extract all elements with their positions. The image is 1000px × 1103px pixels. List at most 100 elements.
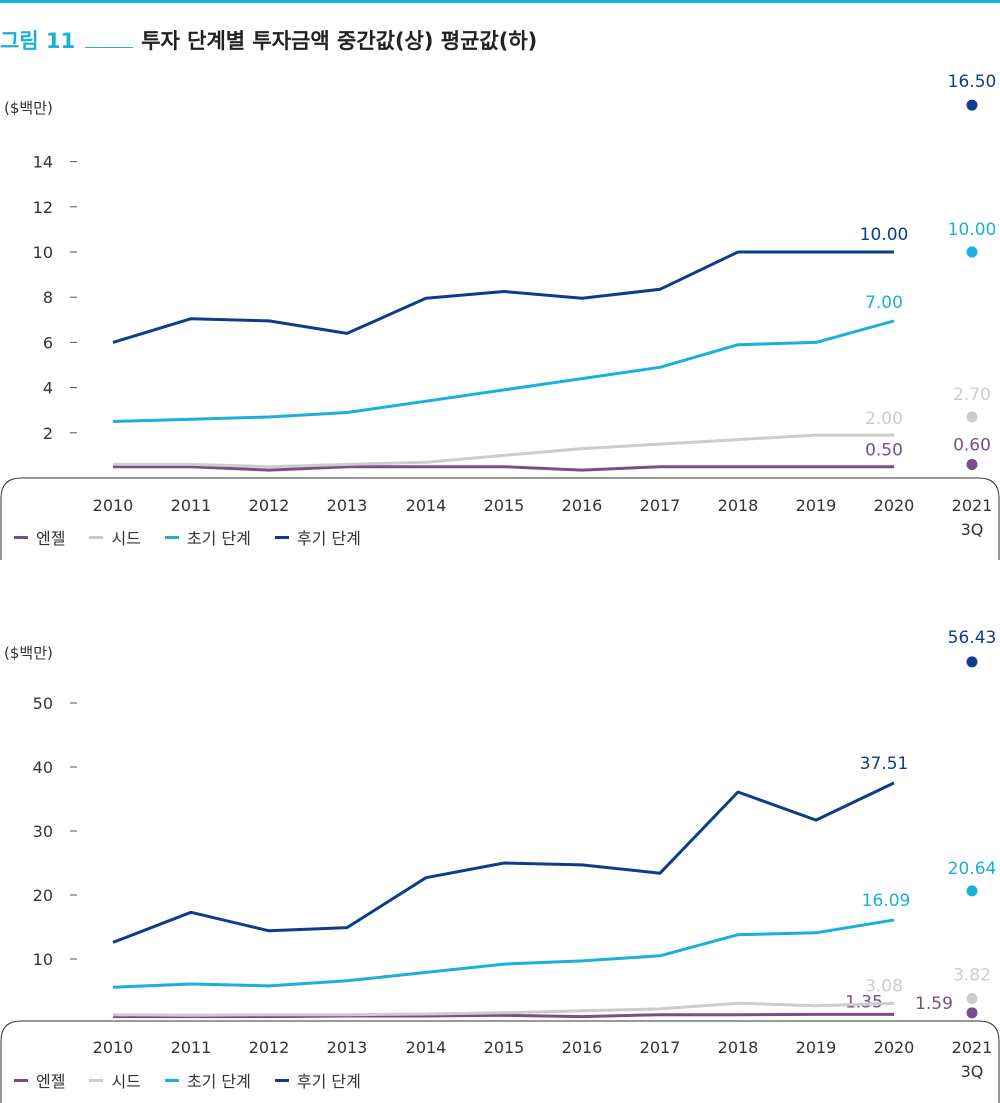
legend-swatch-seed xyxy=(89,535,104,539)
x-tick-label: 2010 xyxy=(93,1038,134,1057)
mean-chart: ($백만) 10 20 30 40 50 2010 2011 2012 2013 2014 2015 2… xyxy=(0,628,1000,1103)
q3-label-late: 56.43 xyxy=(948,628,997,648)
x-tick-label: 2015 xyxy=(484,1038,525,1057)
legend-swatch-early xyxy=(164,1078,179,1082)
legend-label-seed: 시드 xyxy=(111,1072,141,1091)
x-tick-label: 2017 xyxy=(640,496,681,515)
x-tick-label: 3Q xyxy=(961,520,984,539)
plot-frame xyxy=(0,1020,1000,1103)
x-tick-label: 2021 xyxy=(952,496,993,515)
x-tick-label: 2017 xyxy=(640,1038,681,1057)
q3-label-angel: 1.59 xyxy=(915,994,953,1014)
y-tick-label: 40 xyxy=(33,758,53,777)
legend-item-seed: 시드 xyxy=(89,1068,141,1092)
median-chart-legend: 엔젤 시드 초기 단계 후기 단계 xyxy=(14,525,361,549)
x-tick-label: 2013 xyxy=(327,496,368,515)
y-tick-label: 50 xyxy=(33,694,53,713)
figure-label-rule xyxy=(85,46,134,48)
x-tick-label: 2020 xyxy=(874,1038,915,1057)
y-tick-label: 10 xyxy=(33,950,53,969)
series-line-seed xyxy=(112,1001,895,1017)
end-label-angel: 0.50 xyxy=(865,441,903,461)
median-chart: ($백만) 2 4 6 8 10 12 14 2010 2011 2012 2013 2014 2015 2… xyxy=(0,72,1000,560)
x-tick-label: 2016 xyxy=(562,1038,603,1057)
end-label-early: 16.09 xyxy=(862,891,911,911)
legend-item-early: 초기 단계 xyxy=(164,1068,251,1092)
figure-title: 투자 단계별 투자금액 중간값(상) 평균값(하) xyxy=(141,29,538,53)
legend-swatch-late xyxy=(274,1078,289,1082)
x-tick-label: 2021 xyxy=(952,1038,993,1057)
legend-item-angel: 엔젤 xyxy=(14,525,65,549)
q3-dot-seed xyxy=(966,993,978,1005)
plot-frame xyxy=(0,477,1000,560)
x-tick-label: 2011 xyxy=(171,1038,212,1057)
y-axis-label: ($백만) xyxy=(4,644,53,662)
legend-label-late: 후기 단계 xyxy=(296,529,361,548)
series-line-angel xyxy=(113,1012,894,1019)
x-tick-label: 2011 xyxy=(171,496,212,515)
x-tick-label: 2015 xyxy=(484,496,525,515)
y-tick-label: 2 xyxy=(43,424,53,443)
x-tick-label: 2018 xyxy=(718,1038,759,1057)
series-line-late xyxy=(112,250,894,344)
end-label-angel: 1.35 xyxy=(845,992,883,1012)
y-tick-label: 14 xyxy=(33,153,53,172)
series-line-late xyxy=(112,781,895,944)
legend-swatch-late xyxy=(274,535,289,539)
legend-swatch-early xyxy=(164,535,179,539)
legend-item-late: 후기 단계 xyxy=(274,1068,361,1092)
legend-swatch-angel xyxy=(14,535,28,539)
q3-label-early: 20.64 xyxy=(948,859,997,879)
x-tick-label: 2010 xyxy=(93,496,134,515)
q3-label-late: 16.50 xyxy=(948,72,997,92)
end-label-seed: 2.00 xyxy=(865,409,903,429)
legend-item-seed: 시드 xyxy=(89,525,141,549)
legend-label-seed: 시드 xyxy=(111,529,141,548)
end-label-seed: 3.08 xyxy=(865,976,903,996)
y-tick-label: 10 xyxy=(33,243,53,262)
q3-label-seed: 2.70 xyxy=(953,385,991,405)
x-tick-label: 2014 xyxy=(406,1038,447,1057)
legend-label-early: 초기 단계 xyxy=(186,529,251,548)
q3-label-seed: 3.82 xyxy=(953,966,991,986)
legend-item-early: 초기 단계 xyxy=(164,525,251,549)
end-label-late: 10.00 xyxy=(860,225,909,245)
series-line-early xyxy=(112,319,895,423)
legend-label-angel: 엔젤 xyxy=(36,1072,66,1091)
q3-label-angel: 0.60 xyxy=(953,435,991,455)
end-label-late: 37.51 xyxy=(860,754,909,774)
y-tick-label: 6 xyxy=(43,333,53,352)
legend-item-angel: 엔젤 xyxy=(14,1068,65,1092)
q3-dot-seed xyxy=(966,411,978,423)
x-tick-label: 2013 xyxy=(327,1038,368,1057)
y-tick-label: 30 xyxy=(33,822,53,841)
y-tick-label: 4 xyxy=(43,379,53,398)
x-tick-label: 2019 xyxy=(796,496,837,515)
y-tick-label: 8 xyxy=(43,288,53,307)
q3-label-early: 10.00 xyxy=(948,220,997,240)
legend-item-late: 후기 단계 xyxy=(274,525,361,549)
y-tick-label: 20 xyxy=(33,886,53,905)
q3-dot-early xyxy=(966,885,978,897)
x-tick-label: 3Q xyxy=(961,1062,984,1081)
x-tick-label: 2020 xyxy=(874,496,915,515)
legend-label-angel: 엔젤 xyxy=(36,529,66,548)
x-tick-label: 2018 xyxy=(718,496,759,515)
x-tick-label: 2019 xyxy=(796,1038,837,1057)
series-line-seed xyxy=(113,433,894,469)
x-tick-label: 2016 xyxy=(562,496,603,515)
mean-chart-legend: 엔젤 시드 초기 단계 후기 단계 xyxy=(14,1068,361,1092)
q3-dot-early xyxy=(966,246,978,258)
end-label-early: 7.00 xyxy=(865,293,903,313)
y-tick-label: 12 xyxy=(33,198,53,217)
q3-dot-angel xyxy=(966,1007,978,1019)
legend-swatch-seed xyxy=(89,1078,104,1082)
q3-dot-late xyxy=(966,99,978,111)
top-accent-bar xyxy=(0,0,1000,3)
x-tick-label: 2012 xyxy=(249,1038,290,1057)
series-line-early xyxy=(112,918,895,989)
figure-header: 그림 11 투자 단계별 투자금액 중간값(상) 평균값(하) xyxy=(0,22,537,58)
legend-label-late: 후기 단계 xyxy=(296,1072,361,1091)
q3-dot-angel xyxy=(966,458,978,470)
q3-dot-late xyxy=(966,656,978,668)
